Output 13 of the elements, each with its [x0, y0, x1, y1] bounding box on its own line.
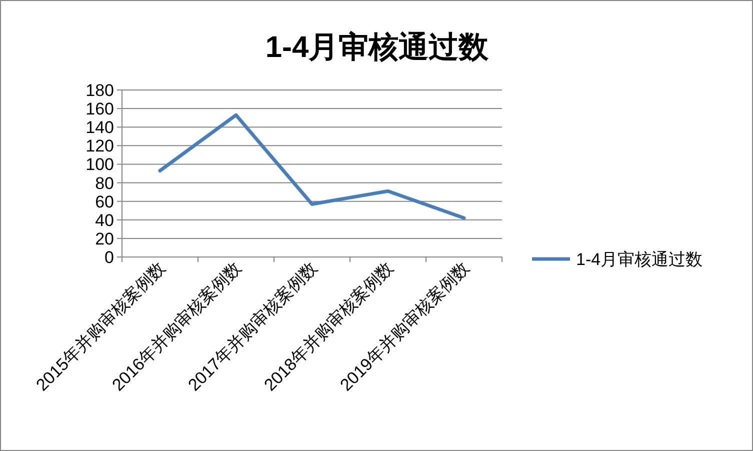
y-tick-label: 160 — [86, 100, 114, 119]
line-series — [158, 113, 466, 220]
chart-title: 1-4月审核通过数 — [265, 30, 490, 64]
y-tick-label: 180 — [86, 81, 114, 100]
y-tick-label: 100 — [86, 155, 114, 174]
y-tick-label: 60 — [95, 192, 114, 212]
y-tick-label: 0 — [104, 248, 114, 267]
y-tick-label: 140 — [86, 118, 114, 138]
y-tick-label: 40 — [95, 210, 114, 230]
y-tick-label: 20 — [95, 229, 114, 248]
legend-label: 1-4月审核通过数 — [576, 250, 703, 269]
y-tick-label: 80 — [95, 174, 114, 193]
y-tick-label: 120 — [86, 136, 114, 156]
